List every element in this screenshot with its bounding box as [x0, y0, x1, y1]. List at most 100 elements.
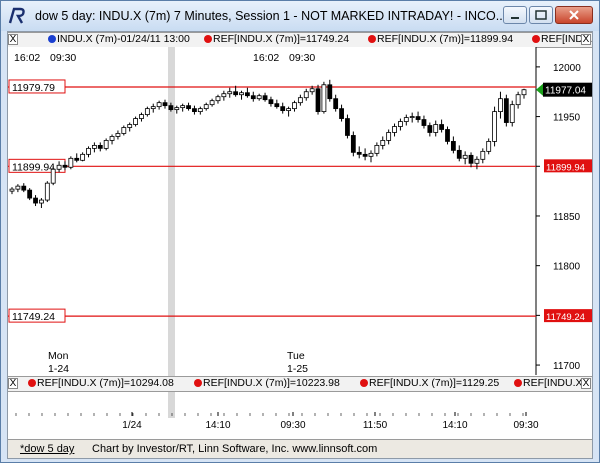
- legend-dot-icon: [48, 35, 56, 43]
- time-tick-label: 14:10: [442, 420, 467, 431]
- candle-body: [392, 126, 397, 133]
- candle-body: [174, 107, 180, 111]
- legend-dot-icon: [28, 379, 36, 387]
- candle-body: [415, 116, 421, 120]
- candle-body: [15, 185, 21, 190]
- candle-body: [56, 164, 62, 170]
- close-button[interactable]: [555, 6, 593, 24]
- candle-body: [362, 153, 368, 157]
- candle-body: [133, 118, 138, 125]
- bottom-legend-close-icon[interactable]: X: [581, 378, 591, 389]
- candle-body: [498, 98, 503, 113]
- candle-body: [109, 136, 115, 141]
- candle-body: [62, 164, 68, 168]
- close-icon: [569, 10, 579, 20]
- top-legend-item[interactable]: REF[INDU.X: [532, 33, 592, 47]
- candle-body: [127, 124, 133, 128]
- candle-body: [91, 145, 97, 149]
- candle-body: [186, 105, 191, 110]
- title-bar[interactable]: dow 5 day: INDU.X (7m) 7 Minutes, Sessio…: [1, 1, 599, 31]
- candle-body: [156, 102, 162, 108]
- candle-body: [350, 135, 356, 153]
- candle-body: [521, 89, 527, 96]
- time-tick-label: 14:10: [205, 420, 230, 431]
- candle-body: [486, 141, 492, 152]
- reference-value-label: 11899.94: [12, 161, 55, 173]
- candle-body: [197, 108, 203, 113]
- maximize-icon: [535, 10, 547, 20]
- legend-dot-icon: [368, 35, 376, 43]
- candle-body: [150, 106, 156, 110]
- candle-body: [297, 97, 303, 104]
- candle-body: [515, 94, 521, 106]
- candle-body: [215, 96, 221, 102]
- top-legend-close-icon[interactable]: X: [8, 34, 18, 45]
- candle-body: [121, 127, 127, 134]
- reference-axis-marker: [544, 309, 592, 323]
- session-open-time: 09:30: [289, 52, 315, 64]
- y-tick-label: 11800: [553, 262, 581, 273]
- day-label-date: 1-25: [287, 363, 308, 375]
- candle-body: [245, 92, 250, 97]
- y-tick-label: 11700: [553, 361, 581, 372]
- candle-body: [492, 111, 497, 142]
- candle-body: [227, 91, 233, 95]
- bottom-legend-item[interactable]: REF[INDU.X (7m)]=10294.08: [28, 377, 174, 391]
- candle-body: [409, 116, 415, 118]
- session-separator-band: [168, 47, 175, 418]
- maximize-button[interactable]: [529, 6, 553, 24]
- bottom-legend-item[interactable]: REF[INDU.X (7m)]=1129.25: [360, 377, 499, 391]
- session-close-time: 16:02: [14, 52, 40, 64]
- candle-body: [80, 153, 86, 161]
- candle-body: [456, 149, 462, 159]
- candle-body: [309, 88, 315, 93]
- status-bar: *dow 5 day Chart by Investor/RT, Linn So…: [8, 439, 592, 458]
- candle-body: [433, 124, 439, 133]
- legend-dot-icon: [194, 379, 202, 387]
- chart-page-tab[interactable]: *dow 5 day: [20, 443, 75, 455]
- reference-axis-label: 11749.24: [546, 312, 585, 323]
- candle-body: [221, 93, 227, 98]
- candle-body: [403, 117, 409, 122]
- top-legend-close-icon[interactable]: X: [581, 34, 591, 45]
- session-open-time: 09:30: [50, 52, 76, 64]
- top-legend-item[interactable]: INDU.X (7m)-01/24/11 13:00: [48, 33, 190, 47]
- candle-body: [74, 157, 80, 161]
- plot-background: [8, 47, 536, 375]
- candle-body: [280, 106, 286, 112]
- candle-body: [292, 102, 297, 110]
- candle-body: [321, 84, 327, 113]
- candle-body: [268, 99, 274, 105]
- candle-body: [333, 98, 339, 110]
- candle-body: [162, 102, 168, 107]
- candle-body: [327, 84, 333, 100]
- legend-dot-icon: [514, 379, 522, 387]
- candle-body: [474, 158, 480, 164]
- window-title: dow 5 day: INDU.X (7m) 7 Minutes, Sessio…: [35, 9, 507, 23]
- candle-body: [250, 95, 256, 100]
- candle-body: [315, 88, 321, 113]
- candle-body: [503, 98, 509, 123]
- time-tick-label: 09:30: [280, 420, 305, 431]
- top-legend-item[interactable]: REF[INDU.X (7m)]=11899.94: [368, 33, 513, 47]
- bottom-legend-close-icon[interactable]: X: [8, 378, 18, 389]
- chart-area[interactable]: INDU.X (7m)-01/24/11 13:00 REF[INDU.X (7…: [7, 31, 593, 459]
- candle-body: [21, 185, 27, 191]
- day-label-weekday: Tue: [287, 350, 305, 362]
- candle-body: [368, 152, 374, 157]
- minimize-button[interactable]: [503, 6, 527, 24]
- candle-body: [209, 100, 215, 106]
- candle-body: [97, 145, 103, 149]
- candle-body: [33, 197, 38, 204]
- legend-dot-icon: [532, 35, 540, 43]
- top-legend-item[interactable]: REF[INDU.X (7m)]=11749.24: [204, 33, 349, 47]
- bottom-legend-item[interactable]: REF[INDU.X (7m)]=10223.98: [194, 377, 340, 391]
- bottom-legend-item[interactable]: REF[INDU.X: [514, 377, 583, 391]
- candlestick-chart[interactable]: 1200011950119001185011800117501170016:02…: [8, 32, 592, 458]
- candle-body: [44, 182, 50, 201]
- candle-body: [286, 108, 291, 112]
- candle-body: [450, 141, 456, 151]
- candle-body: [27, 189, 33, 199]
- reference-value-box: [8, 79, 66, 94]
- reference-axis-label: 11899.94: [546, 162, 585, 173]
